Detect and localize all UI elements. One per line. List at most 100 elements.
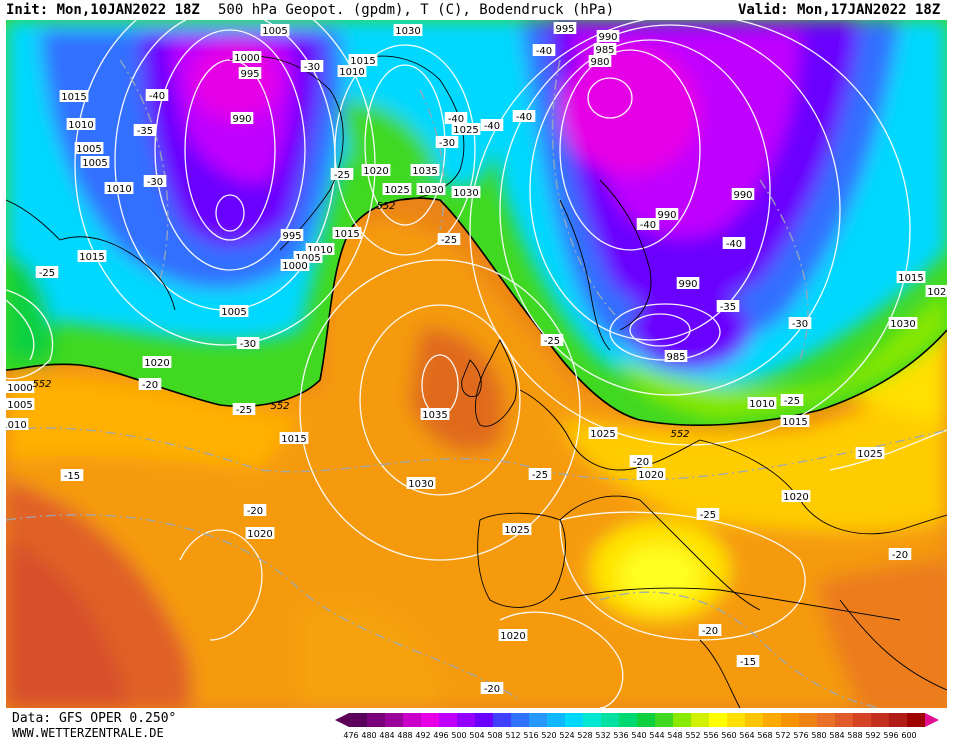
svg-text:1020: 1020 xyxy=(500,631,525,642)
legend-swatch xyxy=(511,713,529,727)
pressure-label: 1010 xyxy=(66,118,96,131)
pressure-label: 990 xyxy=(230,112,254,125)
svg-text:1015: 1015 xyxy=(79,252,104,263)
legend-swatch xyxy=(871,713,889,727)
svg-text:1010: 1010 xyxy=(6,420,27,431)
svg-text:-40: -40 xyxy=(516,112,532,123)
temp-label: -20 xyxy=(243,504,267,517)
svg-text:1025: 1025 xyxy=(857,449,882,460)
legend-tick-label: 556 xyxy=(703,731,718,740)
svg-text:-40: -40 xyxy=(484,121,500,132)
svg-text:552: 552 xyxy=(32,379,51,390)
svg-text:1005: 1005 xyxy=(221,307,246,318)
svg-text:1020: 1020 xyxy=(363,166,388,177)
svg-text:1015: 1015 xyxy=(281,434,306,445)
svg-text:1005: 1005 xyxy=(7,400,32,411)
svg-text:1000: 1000 xyxy=(282,261,307,272)
legend-swatch xyxy=(403,713,421,727)
legend-tick-label: 568 xyxy=(757,731,772,740)
svg-text:980: 980 xyxy=(590,57,609,68)
legend-swatch xyxy=(529,713,547,727)
pressure-label: 1035 xyxy=(420,408,450,421)
legend-tick-label: 580 xyxy=(811,731,826,740)
svg-text:-25: -25 xyxy=(334,170,350,181)
geopot-label: 552 xyxy=(670,429,689,440)
pressure-label: 1005 xyxy=(219,305,249,318)
legend-tick-label: 520 xyxy=(541,731,556,740)
legend-tick-label: 600 xyxy=(901,731,916,740)
temp-label: -35 xyxy=(133,124,157,137)
legend-arrow-low xyxy=(335,713,349,727)
legend-tick-label: 564 xyxy=(739,731,754,740)
temp-label: -15 xyxy=(60,469,84,482)
svg-text:1020: 1020 xyxy=(638,470,663,481)
pressure-label: 1020 xyxy=(925,285,947,298)
svg-text:1035: 1035 xyxy=(422,410,447,421)
pressure-label: 1020 xyxy=(636,468,666,481)
svg-text:-25: -25 xyxy=(544,336,560,347)
temp-label: -40 xyxy=(145,89,169,102)
svg-text:-40: -40 xyxy=(448,114,464,125)
valid-time: Valid: Mon,17JAN2022 18Z xyxy=(738,2,941,18)
svg-text:-35: -35 xyxy=(720,302,736,313)
temp-label: -25 xyxy=(330,168,354,181)
geopot-552-line xyxy=(6,197,947,427)
legend-swatch xyxy=(637,713,655,727)
svg-text:1035: 1035 xyxy=(412,166,437,177)
svg-text:990: 990 xyxy=(232,114,251,125)
svg-text:985: 985 xyxy=(666,352,685,363)
pressure-labels: 1005 1030 99599098598010009951015101010151… xyxy=(6,22,947,642)
temp-label: -25 xyxy=(437,233,461,246)
svg-text:-30: -30 xyxy=(147,177,163,188)
temp-label: -30 xyxy=(143,175,167,188)
svg-text:552: 552 xyxy=(670,429,689,440)
legend-tick-label: 596 xyxy=(883,731,898,740)
geopot-label: 552 xyxy=(32,379,51,390)
svg-text:995: 995 xyxy=(240,69,259,80)
legend-tick-label: 496 xyxy=(433,731,448,740)
svg-text:990: 990 xyxy=(657,210,676,221)
temp-label: -20 xyxy=(888,548,912,561)
temp-label: -30 xyxy=(236,337,260,350)
pressure-label: 1000 xyxy=(280,259,310,272)
legend-tick-label: 536 xyxy=(613,731,628,740)
legend-tick-label: 560 xyxy=(721,731,736,740)
legend-tick-label: 512 xyxy=(505,731,520,740)
svg-text:1005: 1005 xyxy=(295,253,320,264)
temp-label: -25 xyxy=(232,403,256,416)
legend-swatch xyxy=(835,713,853,727)
svg-text:-30: -30 xyxy=(439,138,455,149)
svg-text:1015: 1015 xyxy=(334,229,359,240)
svg-text:-20: -20 xyxy=(484,684,500,695)
temp-label: -30 xyxy=(435,136,459,149)
svg-text:-30: -30 xyxy=(792,319,808,330)
map-title: 500 hPa Geopot. (gpdm), T (C), Bodendruc… xyxy=(218,2,615,18)
pressure-label: 1020 xyxy=(142,356,172,369)
init-time: Init: Mon,10JAN2022 18Z xyxy=(6,2,200,18)
legend-swatch xyxy=(475,713,493,727)
pressure-label: 990 xyxy=(676,277,700,290)
pressure-label: 1025 xyxy=(502,523,532,536)
pressure-label: 1030 xyxy=(451,186,481,199)
svg-text:1005: 1005 xyxy=(76,144,101,155)
svg-text:1025: 1025 xyxy=(453,125,478,136)
pressure-label: 1025 xyxy=(382,183,412,196)
svg-text:1015: 1015 xyxy=(782,417,807,428)
legend-swatch xyxy=(439,713,457,727)
svg-text:-40: -40 xyxy=(726,239,742,250)
svg-text:-40: -40 xyxy=(640,220,656,231)
pressure-label: 985 xyxy=(664,350,688,363)
svg-text:1020: 1020 xyxy=(144,358,169,369)
temp-label: -20 xyxy=(480,682,504,695)
pressure-label: 990 xyxy=(731,188,755,201)
legend-tick-label: 492 xyxy=(415,731,430,740)
pressure-label: 1010 xyxy=(747,397,777,410)
pressure-label: 1005 xyxy=(6,398,35,411)
legend-tick-label: 528 xyxy=(577,731,592,740)
temp-label: -20 xyxy=(698,624,722,637)
svg-text:-35: -35 xyxy=(137,126,153,137)
pressure-label: 1025 xyxy=(855,447,885,460)
temp-label: -40 xyxy=(444,112,468,125)
svg-text:-15: -15 xyxy=(64,471,80,482)
svg-text:1030: 1030 xyxy=(395,26,420,37)
